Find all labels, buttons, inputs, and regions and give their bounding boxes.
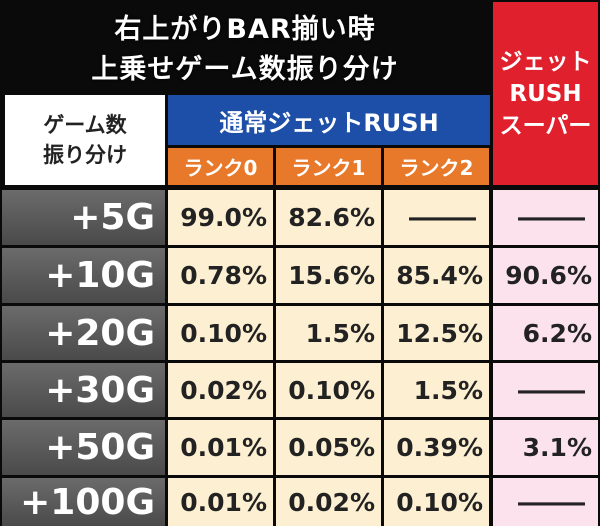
- title-line: 上乗せゲーム数振り分け: [91, 53, 399, 85]
- cell-bg: [276, 478, 381, 526]
- value-cell: 0.10%: [396, 487, 483, 517]
- super-header-line: ジェット: [499, 48, 592, 75]
- value-cell: 0.10%: [180, 318, 267, 348]
- cell-bg: [384, 248, 489, 303]
- super-header-line: RUSH: [509, 80, 582, 107]
- value-cell: 1.5%: [305, 318, 375, 348]
- title-line: 右上がりBAR揃い時: [114, 13, 376, 45]
- cell-bg: [276, 306, 381, 360]
- cell-bg: [276, 420, 381, 475]
- value-cell: 0.02%: [288, 487, 375, 517]
- cell-bg: [276, 363, 381, 417]
- cell-bg: [384, 190, 489, 245]
- cell-bg: [384, 363, 489, 417]
- value-cell: —: [514, 375, 589, 405]
- value-cell: —: [405, 203, 480, 232]
- cell-bg: [493, 190, 598, 245]
- cell-bg: [168, 306, 273, 360]
- cell-bg: [276, 190, 381, 245]
- cell-bg: [384, 478, 489, 526]
- value-cell: 99.0%: [180, 203, 267, 232]
- cell-bg: [168, 248, 273, 303]
- cell-bg: [168, 420, 273, 475]
- cell-bg: [384, 306, 489, 360]
- value-cell: 90.6%: [505, 261, 592, 290]
- value-cell: 0.02%: [180, 375, 267, 405]
- value-cell: 3.1%: [522, 433, 592, 462]
- value-cell: 0.39%: [396, 433, 483, 462]
- value-cell: 12.5%: [396, 318, 483, 348]
- value-cell: 6.2%: [522, 318, 592, 348]
- cell-bg: [493, 248, 598, 303]
- row-label: +10G: [2, 248, 165, 303]
- cell-bg: [168, 478, 273, 526]
- cell-bg: [493, 306, 598, 360]
- row-label: +30G: [2, 363, 165, 417]
- row-header: ゲーム数 振り分け: [5, 95, 165, 185]
- column-header: ランク0: [168, 148, 273, 185]
- value-cell: 85.4%: [396, 261, 483, 290]
- cell-bg: [493, 420, 598, 475]
- column-header: ランク1: [276, 148, 381, 185]
- value-cell: 82.6%: [288, 203, 375, 232]
- row-label: +100G: [2, 478, 165, 526]
- value-cell: 0.78%: [180, 261, 267, 290]
- cell-bg: [493, 363, 598, 417]
- value-cell: 0.01%: [180, 433, 267, 462]
- cell-bg: [384, 420, 489, 475]
- row-header-line: ゲーム数: [43, 113, 127, 137]
- value-cell: 0.05%: [288, 433, 375, 462]
- value-cell: 1.5%: [413, 375, 483, 405]
- value-cell: —: [514, 203, 589, 232]
- value-cell: 15.6%: [288, 261, 375, 290]
- cell-bg: [276, 248, 381, 303]
- row-label: +50G: [2, 420, 165, 475]
- row-label: +5G: [2, 190, 165, 245]
- value-cell: 0.01%: [180, 487, 267, 517]
- value-cell: 0.10%: [288, 375, 375, 405]
- cell-bg: [493, 478, 598, 526]
- cell-bg: [168, 190, 273, 245]
- super-header: ジェット RUSH スーパー: [493, 2, 598, 185]
- row-header-line: 振り分け: [43, 143, 127, 167]
- super-header-line: スーパー: [499, 112, 592, 139]
- row-label: +20G: [2, 306, 165, 360]
- group-header: 通常ジェットRUSH: [168, 95, 490, 145]
- value-cell: —: [514, 487, 589, 517]
- cell-bg: [168, 363, 273, 417]
- column-header: ランク2: [384, 148, 489, 185]
